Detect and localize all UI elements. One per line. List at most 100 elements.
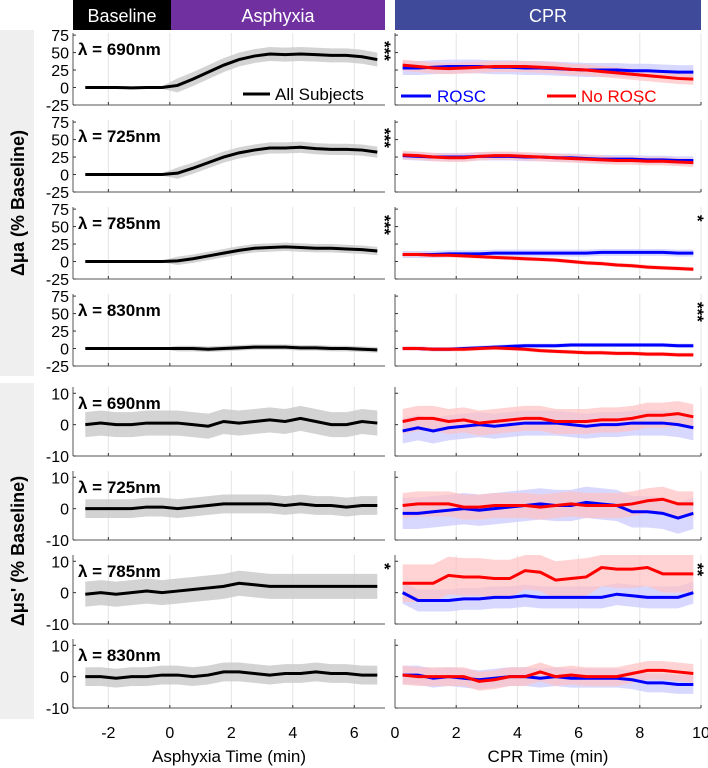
left-x-axis-title: Asphyxia Time (min)	[152, 747, 306, 766]
y-tick-label: 0	[60, 342, 69, 359]
mus-left-panel-1: -10 0 10 λ = 725nm	[46, 470, 385, 550]
norosc-line	[402, 63, 694, 81]
x-tick-label: 2	[452, 725, 461, 742]
header-cpr-label: CPR	[529, 6, 567, 26]
wavelength-label: λ = 690nm	[78, 40, 161, 59]
all-band	[85, 494, 378, 519]
y-tick-label: -25	[46, 272, 69, 289]
x-tick-label: 4	[288, 725, 297, 742]
significance-marker: *	[688, 215, 707, 222]
x-tick-label: 6	[574, 725, 583, 742]
all-line	[85, 670, 378, 680]
significance-marker: ***	[375, 41, 394, 61]
y-tick-label: 0	[60, 255, 69, 272]
y-tick-label: 25	[51, 324, 69, 341]
x-tick-label: 8	[635, 725, 644, 742]
header-cpr-bar	[395, 0, 701, 30]
significance-marker: ***	[375, 215, 394, 235]
norosc-line	[402, 153, 694, 165]
norosc-line	[402, 412, 694, 425]
y-tick-label: 10	[51, 386, 69, 403]
x-tick-label: 6	[350, 725, 359, 742]
norosc-line	[402, 346, 694, 357]
mua-ylabel-box	[0, 30, 34, 376]
norosc-line	[402, 497, 694, 509]
y-tick-label: 0	[60, 81, 69, 98]
legend-all-subjects-label: All Subjects	[275, 85, 364, 104]
header-asphyxia-label: Asphyxia	[241, 6, 315, 26]
rosc-line	[402, 421, 694, 433]
wavelength-label: λ = 830nm	[78, 646, 161, 665]
x-tick-label: 2	[227, 725, 236, 742]
header-asphyxia-bar	[171, 0, 385, 30]
norosc-line	[402, 566, 694, 585]
y-tick-label: -10	[46, 449, 69, 466]
x-tick-label: -2	[101, 725, 115, 742]
mus-left-panel-0: -10 0 10 λ = 690nm	[46, 386, 385, 466]
all-line	[85, 145, 378, 177]
y-tick-label: 0	[60, 418, 69, 435]
all-line	[85, 416, 378, 428]
all-band	[85, 570, 378, 607]
y-tick-label: 0	[60, 670, 69, 687]
y-tick-label: 25	[51, 63, 69, 80]
x-tick-label: 10	[692, 725, 708, 742]
mus-right-panel-2: **	[394, 555, 707, 625]
wavelength-label: λ = 725nm	[78, 127, 161, 146]
mus-right-panel-1	[394, 471, 702, 541]
y-tick-label: -25	[46, 98, 69, 115]
mua-right-panel-1	[394, 120, 702, 193]
significance-marker: **	[688, 563, 707, 577]
wavelength-label: λ = 785nm	[78, 562, 161, 581]
y-tick-label: 0	[60, 586, 69, 603]
y-tick-label: -25	[46, 359, 69, 376]
y-tick-label: 75	[51, 28, 69, 45]
norosc-band	[402, 486, 694, 520]
y-tick-label: -10	[46, 533, 69, 550]
y-tick-label: 0	[60, 502, 69, 519]
all-line	[85, 245, 378, 264]
legend-rosc-label: ROSC	[437, 87, 486, 106]
norosc-band	[402, 401, 694, 436]
y-tick-label: 10	[51, 638, 69, 655]
x-tick-label: 4	[513, 725, 522, 742]
significance-marker: ***	[375, 128, 394, 148]
y-tick-label: 25	[51, 237, 69, 254]
y-tick-label: 50	[51, 46, 69, 63]
all-line	[85, 345, 378, 352]
mus-ylabel-box	[0, 383, 34, 719]
right-x-axis-title: CPR Time (min)	[488, 747, 609, 766]
mus-left-panel-2: -10 0 10 λ = 785nm *	[46, 554, 394, 634]
all-band	[85, 662, 378, 688]
mus-ylabel: Δμs' (% Baseline)	[8, 476, 28, 626]
significance-marker: *	[375, 563, 394, 570]
all-band	[85, 141, 378, 179]
y-tick-label: -25	[46, 185, 69, 202]
rosc-line	[402, 250, 694, 257]
y-tick-label: 0	[60, 168, 69, 185]
y-tick-label: 50	[51, 220, 69, 237]
y-tick-label: 75	[51, 289, 69, 306]
significance-marker: ***	[688, 302, 707, 322]
y-tick-label: 25	[51, 150, 69, 167]
y-tick-label: 75	[51, 202, 69, 219]
y-tick-label: 50	[51, 307, 69, 324]
y-tick-label: 75	[51, 115, 69, 132]
all-band	[85, 46, 378, 93]
legend-norosc-label: No ROSC	[581, 87, 657, 106]
mua-ylabel: Δμa (% Baseline)	[8, 130, 28, 276]
header-baseline-label: Baseline	[87, 6, 156, 26]
y-tick-label: 10	[51, 470, 69, 487]
all-line	[85, 581, 378, 596]
wavelength-label: λ = 830nm	[78, 301, 161, 320]
rosc-line	[402, 500, 694, 520]
mus-right-panel-3	[394, 639, 702, 709]
y-tick-label: -10	[46, 617, 69, 634]
mua-right-panel-2: *	[394, 207, 707, 280]
